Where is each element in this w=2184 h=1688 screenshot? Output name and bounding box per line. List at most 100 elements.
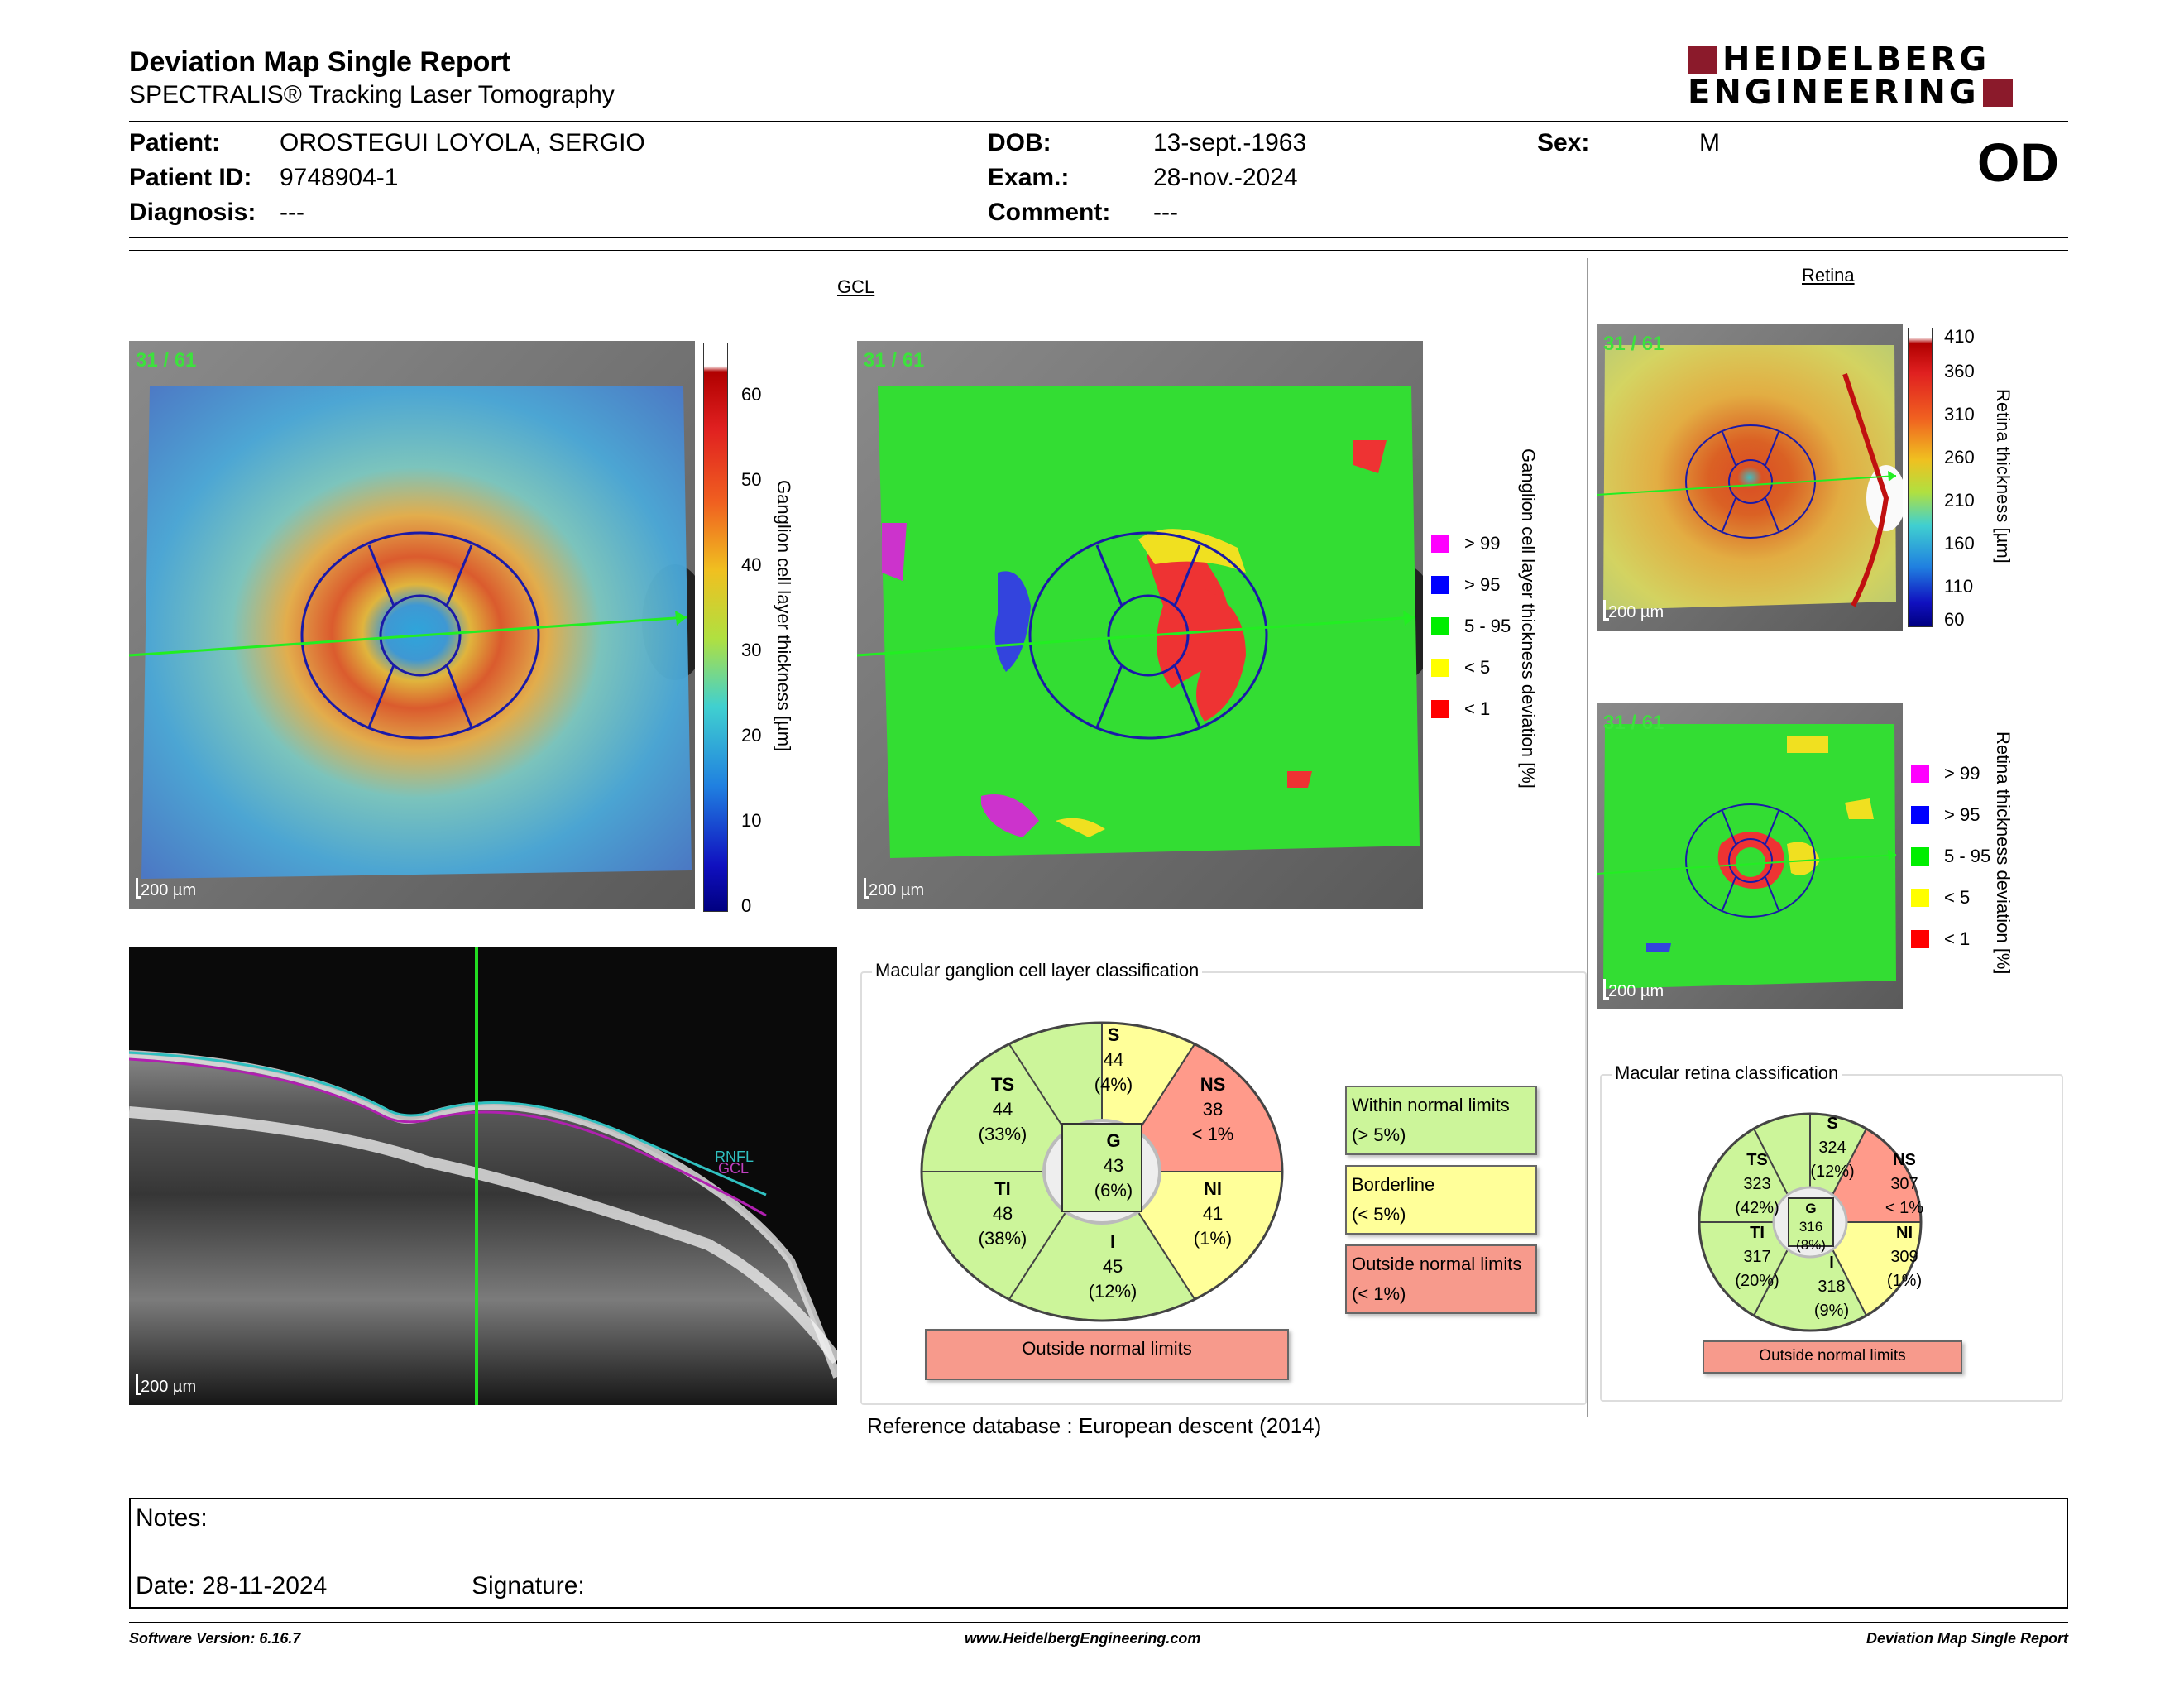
retina-tick-3: 260 [1944,447,1975,468]
classification-legend-outside-line1: Outside normal limits [1352,1254,1522,1274]
oct-layer-label-rnfl: RNFL [715,1149,754,1165]
logo-square-top [1688,46,1717,74]
gcl-legend-swatch-3 [1431,659,1449,677]
retina-deviation-map: 31 / 61 200 µm [1597,703,1903,1009]
diagnosis-value: --- [280,199,304,226]
gcl-legend-swatch-4 [1431,700,1449,718]
retina-tick-0: 410 [1944,326,1975,347]
retina-ns-name: NS [1893,1151,1916,1169]
retina-legend-item: < 5 [1911,877,1990,918]
gcl-g-value: 43 [1103,1155,1124,1176]
footer-software-version: Software Version: 6.16.7 [129,1630,301,1647]
gcl-ni-value: 41 [1202,1203,1224,1224]
report-subtitle: SPECTRALIS® Tracking Laser Tomography [129,81,615,108]
gcl-ti-name: TI [994,1178,1011,1199]
gcl-s-value: 44 [1103,1049,1124,1070]
classification-legend-borderline-line1: Borderline [1352,1174,1435,1195]
retina-ts-value: 323 [1743,1175,1771,1193]
gcl-classification-panel [860,971,1587,1405]
retina-i-name: I [1829,1254,1834,1272]
gcl-s-name: S [1107,1024,1120,1045]
gcl-thickness-svg [129,341,695,909]
gcl-legend-item: < 5 [1431,647,1511,688]
retina-ns-pct: < 1% [1885,1199,1924,1217]
retina-ti-pct: (20%) [1735,1272,1779,1290]
retina-deviation-scale: 200 µm [1602,979,1664,1000]
gcl-legend-label-3: < 5 [1464,657,1491,678]
retina-i-pct: (9%) [1813,1302,1850,1320]
gcl-legend-label-0: > 99 [1464,533,1501,554]
retina-legend-label-1: > 95 [1944,804,1980,825]
patient-id: 9748904-1 [280,164,399,191]
header-divider-2 [129,250,2068,251]
classification-legend-outside: Outside normal limits (< 1%) [1345,1244,1537,1314]
footer-website[interactable]: www.HeidelbergEngineering.com [965,1630,1201,1647]
gcl-sector-g [1061,1123,1142,1212]
retina-legend-swatch-4 [1911,930,1929,948]
retina-thickness-colorbar [1908,328,1933,627]
retina-deviation-frame-badge: 31 / 61 [1603,712,1664,734]
reference-database: Reference database : European descent (2… [867,1413,1321,1439]
gcl-deviation-frame-badge: 31 / 61 [864,349,925,372]
gcl-tick-1: 50 [741,469,762,490]
retina-ni-pct: (1%) [1886,1272,1923,1290]
retina-g-name: G [1805,1201,1817,1216]
gcl-deviation-legend: > 99 > 95 5 - 95 < 5 < 1 [1431,523,1511,730]
retina-legend-item: < 1 [1911,918,1990,960]
sex-value: M [1699,129,1720,156]
gcl-classification-title: Macular ganglion cell layer classificati… [872,960,1203,981]
retina-legend-label-3: < 5 [1944,887,1971,908]
classification-legend-outside-line2: (< 1%) [1352,1283,1406,1304]
oct-bscan: RNFL GCL 200 µm [129,947,837,1405]
classification-legend-within: Within normal limits (> 5%) [1345,1086,1537,1155]
retina-ni-value: 309 [1890,1248,1918,1266]
dob-value: 13-sept.-1963 [1153,129,1307,156]
retina-classification-chart [1698,1112,1923,1332]
logo-line1: HEIDELBERG [1722,41,1990,79]
retina-ti-label: TI 317 (20%) [1727,1221,1787,1293]
oct-bscan-svg [129,947,837,1405]
gcl-classification-result: Outside normal limits [925,1329,1289,1380]
retina-sector-g [1788,1197,1834,1247]
gcl-legend-item: > 99 [1431,523,1511,564]
classification-legend-within-line2: (> 5%) [1352,1125,1406,1145]
retina-tick-7: 60 [1944,609,1965,630]
comment-label: Comment: [988,199,1111,226]
gcl-thickness-colorbar [703,343,728,912]
header-divider-top [129,121,2068,122]
gcl-ts-label: TS 44 (33%) [961,1072,1044,1147]
retina-g-label: G 316 (8%) [1789,1200,1833,1254]
gcl-ni-label: NI 41 (1%) [1171,1177,1254,1251]
gcl-thickness-ticks: 60 50 40 30 20 10 0 [741,384,774,916]
gcl-thickness-scale: 200 µm [135,878,197,899]
retina-legend-item: 5 - 95 [1911,836,1990,877]
retina-s-pct: (12%) [1810,1163,1855,1181]
gcl-classification-chart [920,1021,1284,1322]
retina-thickness-scale: 200 µm [1602,600,1664,621]
retina-g-pct: (8%) [1796,1237,1826,1253]
gcl-g-pct: (6%) [1094,1180,1133,1201]
gcl-i-pct: (12%) [1088,1281,1138,1302]
notes-box[interactable] [129,1498,2068,1609]
gcl-tick-5: 10 [741,810,762,831]
retina-classification-title: Macular retina classification [1612,1062,1842,1084]
retina-ns-label: NS 307 < 1% [1875,1149,1934,1220]
retina-tick-6: 110 [1944,576,1974,597]
sex-label: Sex: [1537,129,1590,156]
retina-legend-swatch-3 [1911,889,1929,907]
retina-thickness-map: 31 / 61 200 µm [1597,324,1903,631]
retina-section-title: Retina [1802,265,1855,285]
retina-i-value: 318 [1818,1278,1846,1296]
gcl-deviation-scale: 200 µm [863,878,925,899]
patient-id-label: Patient ID: [129,164,252,191]
gcl-ns-name: NS [1200,1074,1226,1095]
classification-legend-borderline-line2: (< 5%) [1352,1204,1406,1225]
retina-legend-label-0: > 99 [1944,763,1980,784]
patient-label: Patient: [129,129,221,156]
gcl-tick-0: 60 [741,384,762,405]
retina-thickness-ticks: 410 360 310 260 210 160 110 60 [1944,326,1985,632]
gcl-legend-item: > 95 [1431,564,1511,606]
gcl-tick-3: 30 [741,640,762,660]
gcl-i-value: 45 [1102,1256,1123,1277]
retina-ni-name: NI [1896,1224,1913,1242]
